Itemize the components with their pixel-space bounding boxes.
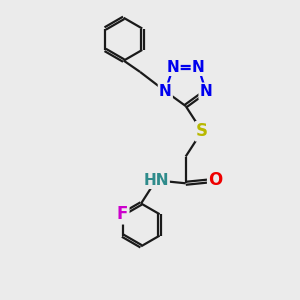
Text: F: F	[117, 205, 128, 223]
Text: N: N	[192, 60, 205, 75]
Text: N: N	[200, 84, 212, 99]
Text: HN: HN	[143, 173, 169, 188]
Text: N: N	[159, 84, 172, 99]
Text: O: O	[208, 171, 223, 189]
Text: S: S	[196, 122, 208, 140]
Text: N: N	[167, 60, 179, 75]
